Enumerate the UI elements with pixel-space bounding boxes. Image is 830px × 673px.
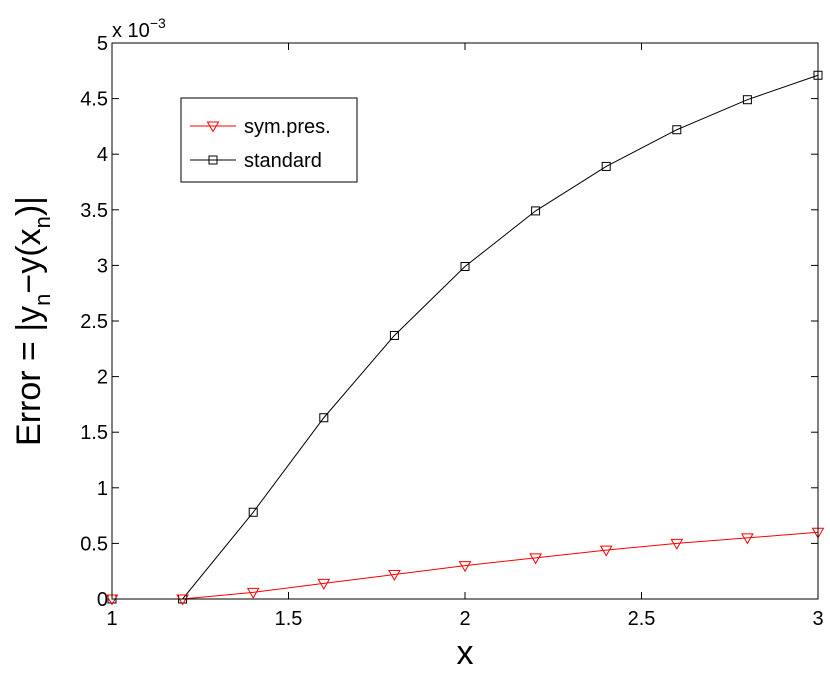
data-point-marker <box>460 262 470 272</box>
data-point-marker <box>319 413 329 423</box>
y-tick-label: 0 <box>97 589 108 611</box>
x-axis-title: x <box>457 634 474 672</box>
data-point-marker <box>529 553 542 565</box>
y-tick-label: 3.5 <box>80 200 108 222</box>
legend-items: sym.pres. standard <box>190 116 331 172</box>
legend-marker <box>206 121 220 133</box>
y-tick-label: 3 <box>97 255 108 277</box>
data-point-marker <box>176 594 189 606</box>
y-axis-title-base: Error = |y <box>10 306 48 446</box>
legend-box <box>180 97 358 183</box>
y-tick-label: 4.5 <box>80 89 108 111</box>
data-point-marker <box>389 330 399 340</box>
x-tick-label: 1.5 <box>275 608 303 630</box>
legend-marker <box>208 155 218 165</box>
y-axis-title-sub2: n <box>30 216 55 228</box>
legend-label: standard <box>244 150 322 172</box>
legend: sym.pres. standard <box>180 97 358 183</box>
y-tick-label: 2 <box>97 367 108 389</box>
data-point-marker <box>388 570 401 582</box>
data-point-marker <box>458 561 472 573</box>
y-tick-label: 1 <box>97 478 108 500</box>
y-tick-label: 4 <box>97 144 108 166</box>
y-axis-title-mid: −y(x <box>10 228 48 293</box>
y-exponent-power: −3 <box>150 15 166 31</box>
series-line <box>112 531 819 600</box>
data-point-marker <box>742 95 752 105</box>
y-axis-title: Error = |yn−y(xn)| <box>10 196 55 446</box>
y-axis-title-end: )| <box>10 196 48 216</box>
y-tick-label: 0.5 <box>80 533 108 555</box>
data-point-marker <box>599 545 613 557</box>
y-exponent-label: x 10−3 <box>112 15 166 42</box>
data-point-marker <box>531 206 541 216</box>
y-exponent-prefix: x 10 <box>112 20 150 42</box>
legend-label: sym.pres. <box>244 116 331 138</box>
data-point-marker <box>317 578 331 590</box>
series-line <box>112 74 819 600</box>
plot-frame <box>111 42 819 600</box>
series-sym-pres <box>105 527 825 606</box>
y-axis-title-sub1: n <box>30 294 55 306</box>
data-point-marker <box>741 533 754 545</box>
x-tick-label: 1 <box>106 608 117 630</box>
x-tick-label: 2 <box>459 608 470 630</box>
y-tick-label: 5 <box>97 33 108 55</box>
series-layer <box>105 70 825 606</box>
x-tick-label: 2.5 <box>628 608 656 630</box>
data-point-marker <box>670 538 684 550</box>
ticks-layer: 1 1.5 2 2.5 3 0 0.5 1 1.5 2 2.5 3 3.5 4 4.5 5 <box>80 33 823 630</box>
data-point-marker <box>248 507 258 517</box>
x-tick-label: 3 <box>812 608 823 630</box>
data-point-marker <box>246 587 260 599</box>
data-point-marker <box>601 161 611 171</box>
data-point-marker <box>672 125 682 135</box>
y-tick-label: 2.5 <box>80 311 108 333</box>
y-tick-label: 1.5 <box>80 422 108 444</box>
